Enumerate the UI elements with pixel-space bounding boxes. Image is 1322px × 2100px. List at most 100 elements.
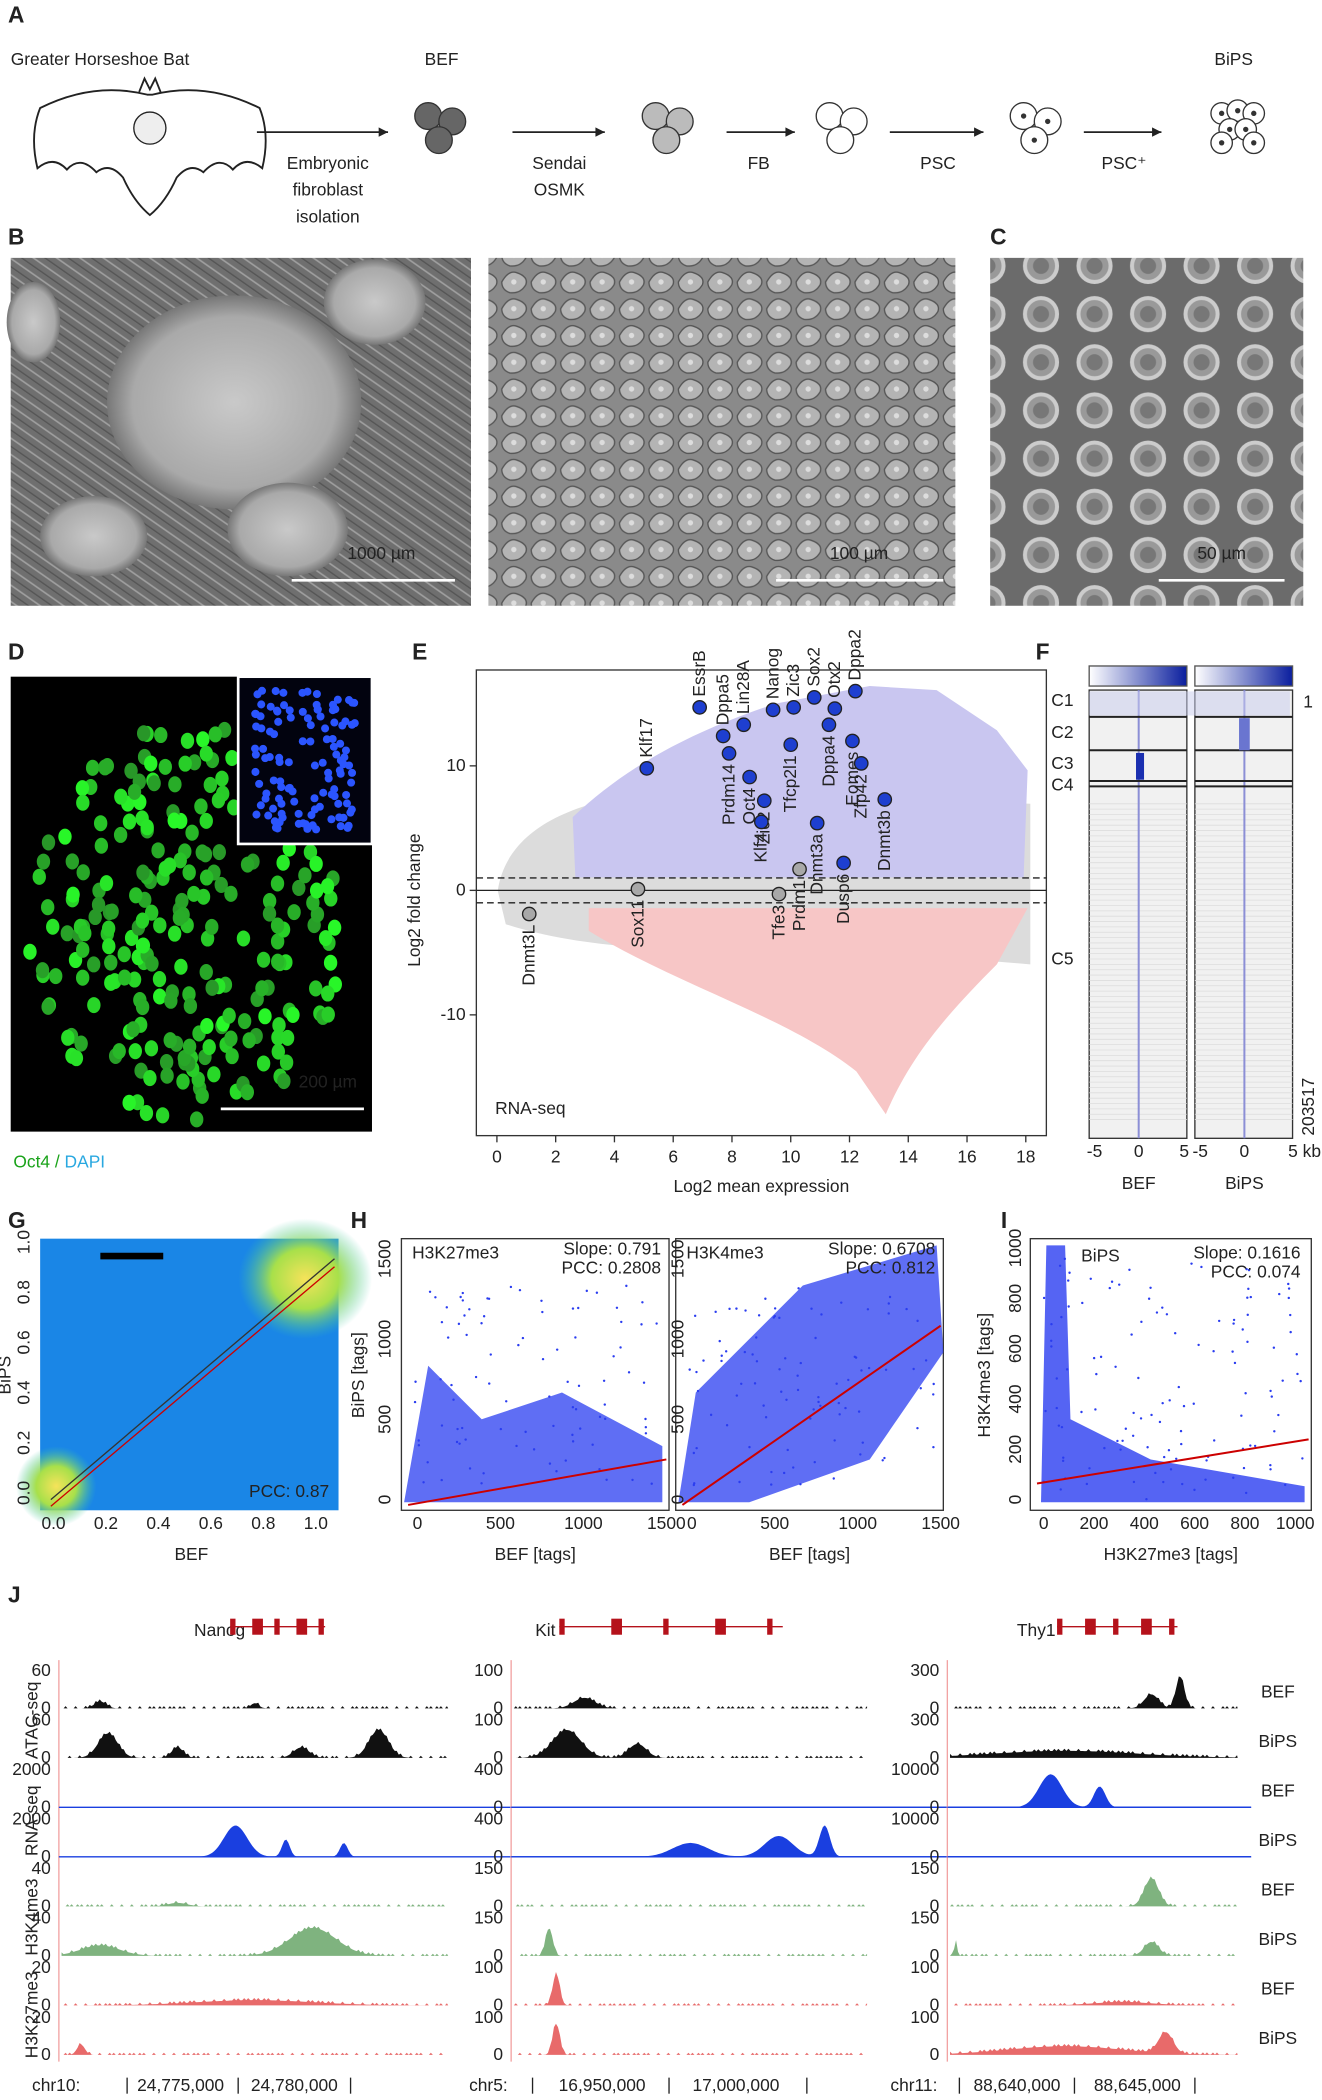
scatter-dot: [724, 1350, 728, 1353]
nucleus: [269, 776, 278, 785]
nucleus: [332, 750, 341, 759]
nucleus: [279, 1054, 294, 1071]
gene-label: Sox11: [627, 900, 647, 948]
gene-label: EssrB: [689, 650, 709, 696]
scatter-dot: [693, 1314, 697, 1318]
step-label: fibroblast: [293, 180, 364, 200]
nucleus: [256, 1055, 271, 1072]
gene-point: [639, 760, 655, 776]
sample-label: BiPS: [1259, 1731, 1298, 1751]
arrow-head: [595, 127, 605, 137]
nucleus: [339, 760, 348, 769]
scatter-dot: [631, 1478, 634, 1482]
slope: Slope: 0.1616: [1193, 1243, 1300, 1263]
nucleus: [162, 857, 177, 874]
scatter-dot: [1088, 1467, 1091, 1470]
pcc: PCC: 0.2808: [562, 1257, 661, 1277]
scatter-dot: [1162, 1480, 1165, 1484]
scatter-dot: [755, 1360, 759, 1363]
scatter-dot: [695, 1446, 698, 1450]
nucleus: [205, 979, 219, 996]
fit-line: [50, 1258, 335, 1501]
scatter-dot: [1289, 1313, 1292, 1317]
x-tick-label: 0: [413, 1513, 423, 1533]
nucleus: [275, 753, 284, 762]
scatter-dot: [838, 1413, 841, 1416]
x-tick-label: 1.0: [304, 1513, 328, 1533]
nucleus: [113, 826, 128, 843]
slope: Slope: 0.6708: [828, 1239, 935, 1259]
nucleus: [298, 688, 307, 697]
nucleus: [276, 854, 290, 871]
scatter-dot: [820, 1313, 823, 1316]
nucleus: [251, 767, 260, 776]
scatter-dot: [439, 1378, 442, 1381]
y-tick-label: 0.8: [13, 1280, 33, 1304]
scatter-dot: [932, 1393, 935, 1396]
scatter-dot: [521, 1336, 525, 1340]
panel-label: C: [990, 223, 1006, 249]
scatter-dot: [1232, 1318, 1236, 1322]
nucleus: [271, 1029, 285, 1046]
nucleus: [237, 1013, 252, 1030]
panel-label: H: [351, 1207, 367, 1233]
scatter-dot: [452, 1398, 455, 1401]
nucleus: [144, 904, 159, 921]
nucleus: [173, 852, 187, 869]
scatter-dot: [799, 1361, 802, 1365]
scatter-dot: [1233, 1361, 1237, 1365]
gene-label: Dnmt3a: [807, 834, 827, 895]
scatter-dot: [474, 1375, 478, 1379]
scale-label: 150: [474, 1858, 503, 1878]
scatter-dot: [458, 1442, 461, 1445]
nucleus: [310, 761, 319, 770]
gene-label: Otx2: [824, 661, 844, 698]
caption: Oct4 / DAPI: [13, 1152, 105, 1172]
scatter-dot: [883, 1456, 886, 1460]
y-tick-label: 500: [668, 1405, 688, 1434]
scatter-dot: [786, 1448, 789, 1452]
x-tick-label: 10: [781, 1146, 800, 1166]
scatter-dot: [1132, 1411, 1135, 1415]
gene-point: [783, 737, 799, 753]
scatter-dot: [1060, 1315, 1063, 1319]
scatter-dot: [552, 1424, 555, 1428]
nucleus: [76, 794, 90, 811]
scatter-dot: [837, 1401, 841, 1405]
scatter-dot: [598, 1415, 602, 1419]
nucleus: [336, 739, 345, 748]
panel-label: F: [1036, 638, 1050, 664]
nucleus: [215, 770, 229, 787]
gene-point: [809, 815, 825, 831]
nucleus: [309, 855, 323, 872]
row-label: 203517: [1298, 1078, 1318, 1136]
pcc: PCC: 0.87: [249, 1481, 329, 1501]
nucleus: [1031, 137, 1037, 143]
density-high: [16, 1446, 97, 1527]
nucleus: [334, 799, 343, 808]
scale-bar-label: 1000 µm: [347, 543, 415, 563]
scale-label: 2000: [12, 1809, 51, 1829]
nucleus: [189, 1111, 204, 1128]
scatter-dot: [655, 1322, 658, 1325]
x-tick-label: 0: [1240, 1141, 1250, 1161]
scatter-dot: [1193, 1488, 1196, 1492]
colony: [40, 496, 148, 577]
gene-label: Dusp6: [833, 874, 853, 924]
scatter-dot: [1044, 1409, 1047, 1413]
scatter-dot: [1150, 1413, 1153, 1417]
scatter-dot: [755, 1336, 758, 1339]
nucleus: [1235, 108, 1241, 114]
x-tick-label: 800: [1230, 1513, 1259, 1533]
chrom: chr10:: [32, 2075, 80, 2095]
scatter-dot: [1158, 1420, 1162, 1424]
nucleus: [342, 790, 351, 799]
nucleus: [153, 917, 167, 934]
zero-label: 0: [493, 1698, 503, 1718]
scatter-dot: [1118, 1283, 1121, 1286]
cell-name: BiPS: [1214, 49, 1253, 69]
exon: [611, 1618, 622, 1635]
scatter-dot: [1055, 1377, 1058, 1380]
scatter-dot: [1249, 1295, 1253, 1299]
scatter-dot: [778, 1316, 781, 1320]
